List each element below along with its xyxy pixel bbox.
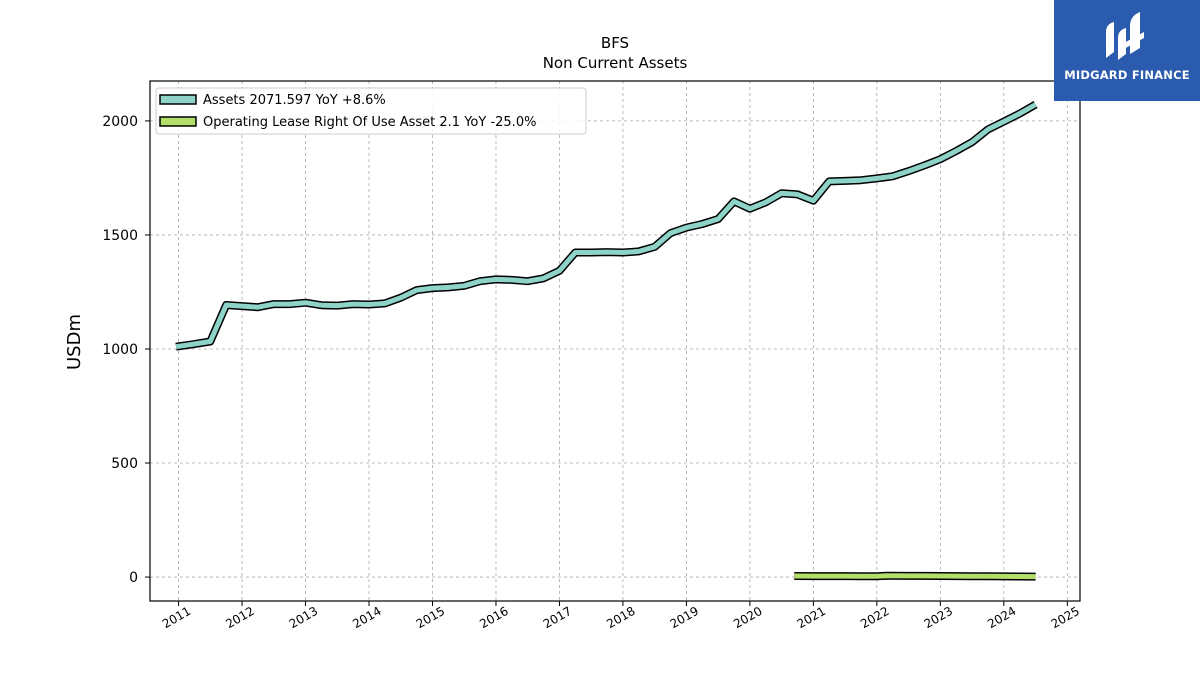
x-tick-label: 2013 [287, 604, 320, 631]
legend-swatch-operating-lease [159, 116, 197, 127]
series-outline-assets [175, 101, 1038, 351]
y-axis: 0 500 1000 1500 2000 [102, 114, 150, 586]
x-tick-label: 2011 [160, 604, 193, 631]
legend-box [155, 87, 587, 135]
grid [150, 81, 1080, 601]
x-tick-label: 2024 [985, 604, 1018, 631]
plot-area [175, 101, 1038, 581]
x-tick-label: 2020 [731, 604, 764, 631]
x-tick-label: 2016 [477, 604, 510, 631]
brand-name: MIDGARD FINANCE [1064, 68, 1190, 82]
y-tick-label: 1000 [102, 342, 138, 358]
y-tick-label: 1500 [102, 228, 138, 244]
y-tick-label: 0 [129, 570, 138, 586]
x-axis: 2011 2012 2013 2014 2015 2016 2017 2018 2019 2020… [160, 601, 1082, 631]
x-tick-label: 2022 [858, 604, 891, 631]
y-tick-label: 2000 [102, 114, 138, 130]
axes-frame [149, 80, 1081, 602]
chart-subtitle: Non Current Assets [543, 54, 688, 72]
series-line-assets [175, 102, 1037, 350]
legend: Assets 2071.597 YoY +8.6% Operating Leas… [155, 87, 587, 135]
x-tick-label: 2014 [350, 604, 383, 631]
x-tick-label: 2021 [795, 604, 828, 631]
legend-label-operating-lease: Operating Lease Right Of Use Asset 2.1 Y… [203, 115, 536, 130]
legend-swatch-assets [159, 94, 197, 105]
brand-logo: MIDGARD FINANCE [1054, 0, 1200, 101]
chart-title: BFS [601, 34, 629, 52]
y-axis-label: USDm [64, 314, 85, 370]
midgard-logo-icon [1106, 12, 1144, 60]
series-line-operating-lease-right-of-use-asset [794, 573, 1036, 580]
y-tick-label: 500 [111, 456, 138, 472]
legend-label-assets: Assets 2071.597 YoY +8.6% [203, 93, 386, 108]
x-tick-label: 2015 [414, 604, 447, 631]
x-tick-label: 2019 [668, 604, 701, 631]
x-tick-label: 2023 [922, 604, 955, 631]
x-tick-label: 2018 [604, 604, 637, 631]
x-tick-label: 2017 [541, 604, 574, 631]
x-tick-label: 2025 [1049, 604, 1082, 631]
x-tick-label: 2012 [223, 604, 256, 631]
